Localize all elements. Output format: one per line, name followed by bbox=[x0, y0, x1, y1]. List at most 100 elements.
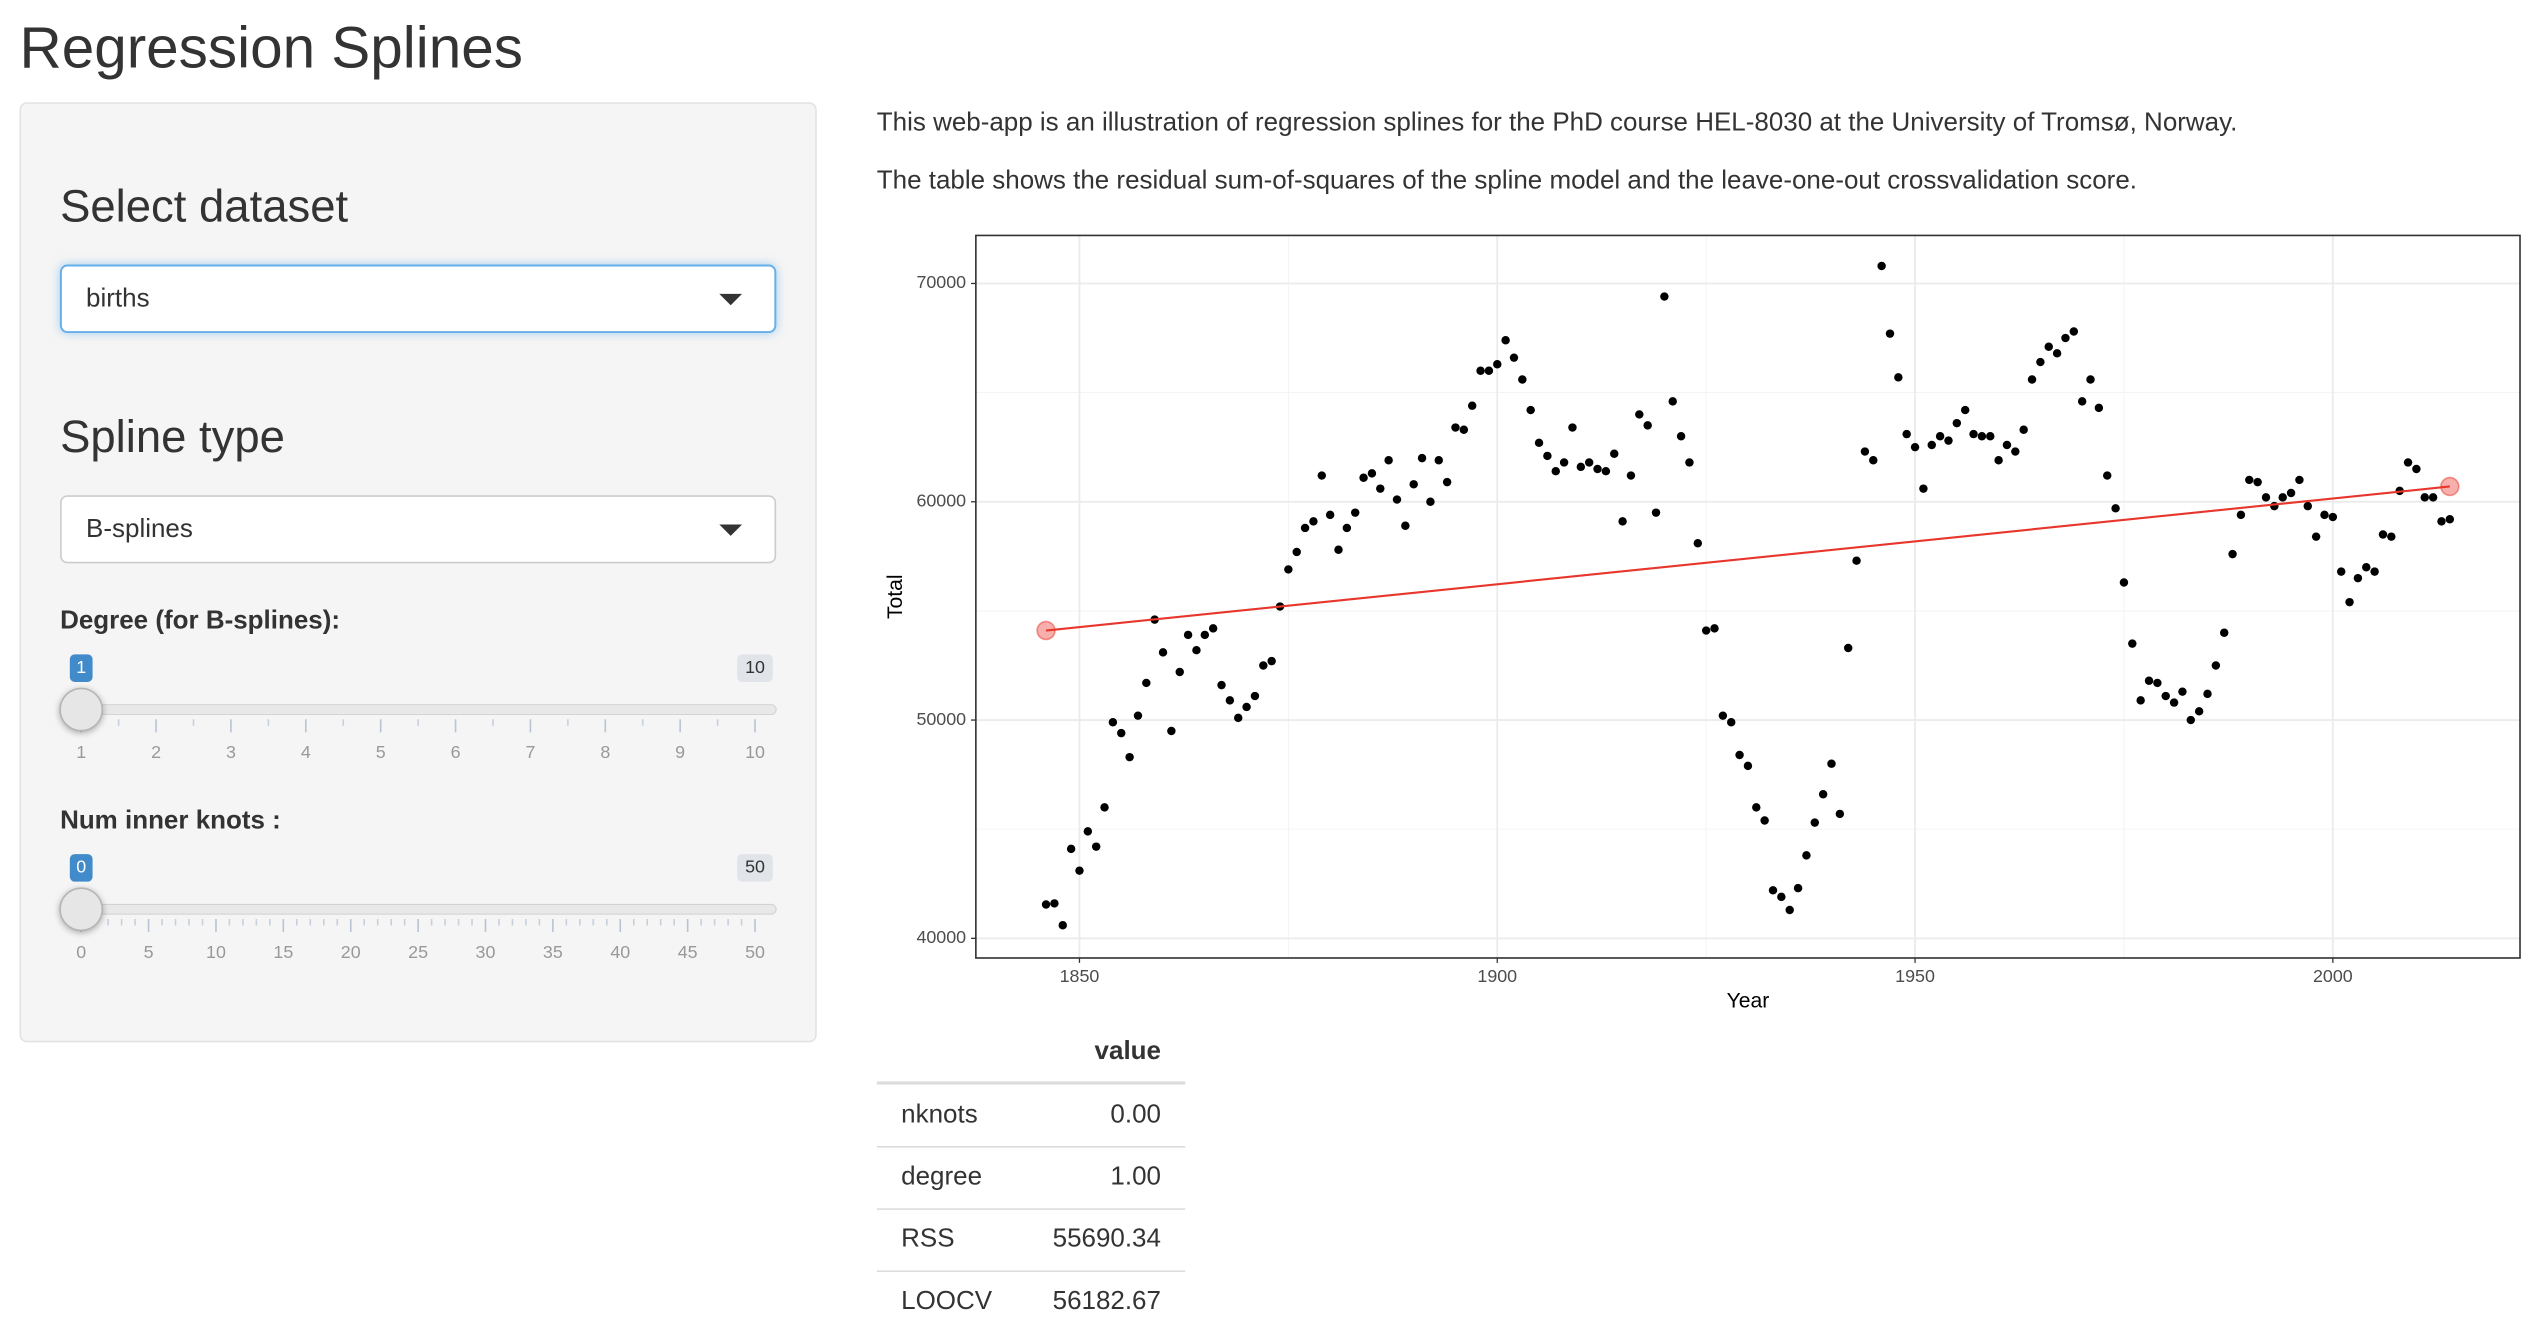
data-point bbox=[2203, 689, 2212, 699]
y-tick-label: 40000 bbox=[916, 927, 966, 947]
y-tick-label: 60000 bbox=[916, 490, 966, 510]
data-point bbox=[1183, 630, 1193, 640]
data-point bbox=[1367, 469, 1377, 478]
data-point bbox=[1710, 624, 1719, 633]
slider-tick-label: 15 bbox=[273, 942, 293, 962]
data-point bbox=[1668, 397, 1677, 406]
data-point bbox=[1401, 521, 1410, 530]
y-tick-label: 50000 bbox=[916, 709, 966, 729]
data-point bbox=[1986, 432, 1995, 441]
slider-handle[interactable] bbox=[59, 687, 104, 732]
data-point bbox=[1350, 508, 1360, 517]
data-point bbox=[2061, 333, 2070, 343]
data-point bbox=[2445, 514, 2455, 524]
data-point bbox=[2011, 447, 2020, 456]
dropdown-caret[interactable] bbox=[719, 293, 743, 306]
data-point bbox=[1843, 643, 1853, 653]
data-point bbox=[1050, 899, 1059, 908]
data-point bbox=[2094, 403, 2104, 413]
slider-max-bubble bbox=[737, 854, 773, 882]
data-point bbox=[1234, 713, 1243, 723]
data-point bbox=[1977, 432, 1987, 441]
table-cell: nknots bbox=[901, 1098, 978, 1128]
data-point bbox=[2153, 678, 2162, 688]
data-point bbox=[1618, 517, 1627, 526]
dataset-select[interactable] bbox=[59, 264, 777, 334]
data-point bbox=[1167, 726, 1176, 736]
data-point bbox=[1610, 449, 1619, 458]
data-point bbox=[2261, 493, 2271, 502]
dropdown-caret[interactable] bbox=[719, 524, 743, 536]
data-point bbox=[1860, 447, 1870, 456]
data-point bbox=[2144, 676, 2154, 685]
data-point bbox=[2219, 628, 2229, 637]
data-point bbox=[2119, 578, 2129, 587]
data-point bbox=[1442, 477, 1452, 487]
data-point bbox=[1869, 456, 1878, 465]
table-cell: 56182.67 bbox=[1053, 1285, 1161, 1315]
data-point bbox=[1467, 401, 1477, 410]
data-point bbox=[1852, 556, 1861, 565]
data-point bbox=[2303, 501, 2312, 511]
data-point bbox=[1735, 750, 1744, 760]
data-point bbox=[2236, 510, 2246, 520]
data-point bbox=[1760, 816, 1769, 825]
data-point bbox=[2228, 549, 2237, 559]
y-tick-label: 70000 bbox=[916, 272, 966, 292]
slider-track[interactable] bbox=[59, 903, 777, 915]
data-point bbox=[2437, 517, 2446, 526]
data-point bbox=[1793, 883, 1803, 893]
slider-tick-label: 20 bbox=[341, 942, 361, 962]
data-point bbox=[1309, 517, 1318, 526]
data-point bbox=[2052, 349, 2062, 358]
data-point bbox=[1493, 360, 1502, 369]
data-point bbox=[1501, 335, 1510, 345]
data-point bbox=[1944, 436, 1953, 445]
data-point bbox=[1551, 466, 1560, 476]
y-axis-title: Total bbox=[884, 574, 907, 619]
spline-select[interactable] bbox=[60, 495, 777, 564]
slider-handle[interactable] bbox=[59, 887, 104, 932]
data-point bbox=[2044, 342, 2053, 351]
data-point bbox=[1108, 718, 1118, 727]
data-point bbox=[1284, 565, 1293, 574]
description: This web-app is an illustration of regre… bbox=[877, 106, 2238, 136]
data-point bbox=[2103, 471, 2112, 480]
data-point bbox=[1743, 761, 1753, 771]
x-tick-label: 1900 bbox=[1477, 966, 1517, 986]
data-point bbox=[2186, 715, 2196, 725]
data-point bbox=[1409, 480, 1418, 489]
slider-tick-label: 40 bbox=[610, 942, 630, 962]
slider-max-label: 50 bbox=[745, 857, 765, 877]
data-point bbox=[1100, 803, 1109, 812]
data-point bbox=[2245, 475, 2254, 485]
data-point bbox=[2069, 327, 2079, 336]
fit-line bbox=[1045, 485, 2450, 632]
data-point bbox=[2378, 530, 2388, 539]
slider-tick-label: 6 bbox=[451, 742, 461, 762]
slider-tick-label: 35 bbox=[543, 942, 563, 962]
data-point bbox=[1651, 508, 1661, 517]
data-point bbox=[1267, 656, 1276, 666]
plot-panel bbox=[975, 235, 2521, 958]
data-point bbox=[1259, 661, 1268, 670]
dataset-select-value[interactable]: births bbox=[86, 282, 150, 312]
slider-tick-label: 0 bbox=[76, 942, 86, 962]
data-point bbox=[2161, 691, 2170, 701]
data-point bbox=[1894, 373, 1903, 382]
data-point bbox=[1676, 432, 1686, 441]
data-point bbox=[1518, 375, 1527, 384]
data-point bbox=[1066, 844, 1076, 854]
slider-tick-label: 5 bbox=[376, 742, 386, 762]
x-tick-label: 2000 bbox=[2313, 966, 2353, 986]
data-point bbox=[2320, 510, 2329, 520]
data-point bbox=[2194, 707, 2204, 716]
spline-select-value[interactable]: B-splines bbox=[86, 513, 193, 543]
slider-track[interactable] bbox=[59, 704, 777, 715]
slider-max-label: 10 bbox=[745, 657, 765, 677]
x-tick-label: 1950 bbox=[1895, 966, 1935, 986]
data-point bbox=[1927, 440, 1936, 450]
slider-tick-label: 30 bbox=[476, 942, 496, 962]
